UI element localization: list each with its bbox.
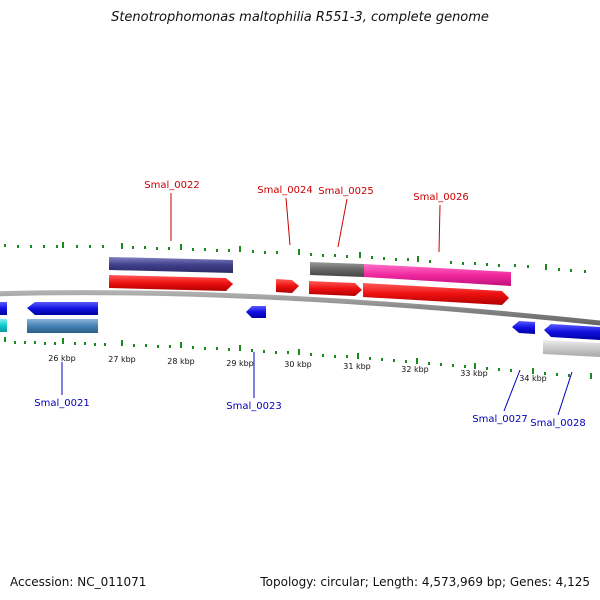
leader-line-smal-0025	[337, 198, 348, 248]
tick-label: 26 kbp	[48, 354, 76, 363]
feature-block-silver[interactable]	[543, 340, 600, 357]
gene-arrow-smal-0021[interactable]	[27, 302, 98, 315]
gene-label-smal-0027[interactable]: Smal_0027	[472, 414, 527, 425]
gene-arrow-smal-0026[interactable]	[363, 283, 509, 305]
tick-label: 32 kbp	[401, 365, 429, 374]
genome-backbone	[0, 290, 600, 326]
gene-arrow-edge-left[interactable]	[0, 302, 7, 315]
forward-tick-ring	[4, 242, 586, 273]
label-leader-lines	[61, 193, 573, 416]
feature-block-pink[interactable]	[364, 264, 511, 286]
gene-label-smal-0022[interactable]: Smal_0022	[144, 180, 199, 191]
feature-block-navy[interactable]	[109, 257, 233, 273]
tick-label: 30 kbp	[284, 360, 312, 369]
map-title: Stenotrophomonas maltophilia R551-3, com…	[111, 10, 489, 25]
accession-text: Accession: NC_011071	[10, 575, 147, 589]
feature-block-steel[interactable]	[27, 319, 98, 333]
tick-label: 31 kbp	[343, 362, 371, 371]
tick-label: 29 kbp	[226, 359, 254, 368]
reverse-tick-ring	[4, 337, 592, 379]
feature-block-cyan[interactable]	[0, 319, 7, 332]
gene-arrow-smal-0028[interactable]	[544, 324, 600, 340]
gene-label-smal-0021[interactable]: Smal_0021	[34, 398, 89, 409]
feature-block-gray[interactable]	[310, 262, 364, 277]
reverse-cds-row	[0, 302, 600, 340]
gene-label-smal-0025[interactable]: Smal_0025	[318, 186, 373, 197]
tick-label: 28 kbp	[167, 357, 195, 366]
gene-label-smal-0023[interactable]: Smal_0023	[226, 401, 281, 412]
gene-arrow-smal-0025[interactable]	[309, 281, 362, 296]
leader-line-smal-0024	[285, 197, 291, 246]
leader-line-smal-0028	[557, 371, 573, 416]
tick-label: 33 kbp	[460, 369, 488, 378]
gene-arrow-smal-0022[interactable]	[109, 275, 233, 291]
forward-cds-row	[109, 275, 509, 305]
gene-arrow-smal-0024[interactable]	[276, 279, 299, 293]
tick-label: 34 kbp	[519, 374, 547, 383]
leader-line-smal-0027	[503, 369, 521, 412]
gene-label-smal-0028[interactable]: Smal_0028	[530, 418, 585, 429]
reverse-feature-row	[0, 319, 600, 357]
leader-line-smal-0026	[438, 204, 441, 253]
genome-stats-text: Topology: circular; Length: 4,573,969 bp…	[260, 575, 590, 589]
tick-label: 27 kbp	[108, 355, 136, 364]
gene-arrow-smal-0023[interactable]	[246, 306, 266, 318]
gene-label-smal-0026[interactable]: Smal_0026	[413, 192, 468, 203]
gene-labels: Smal_0022 Smal_0024 Smal_0025 Smal_0026 …	[34, 180, 585, 429]
gene-arrow-smal-0027[interactable]	[512, 321, 535, 334]
tick-labels: 26 kbp 27 kbp 28 kbp 29 kbp 30 kbp 31 kb…	[48, 354, 547, 383]
forward-feature-row	[109, 257, 511, 286]
gene-label-smal-0024[interactable]: Smal_0024	[257, 185, 312, 196]
